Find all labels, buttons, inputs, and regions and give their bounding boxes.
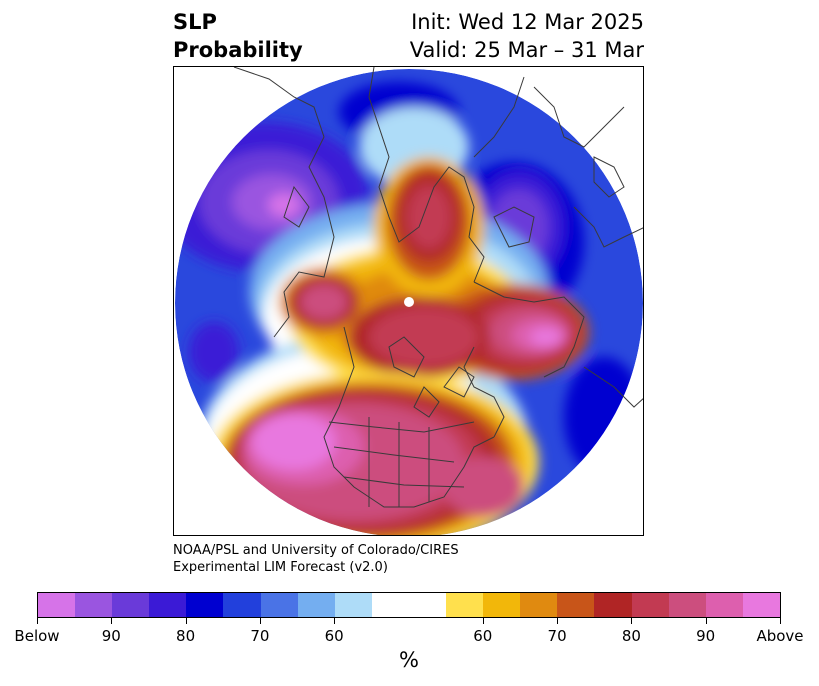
- colorbar-tick: [482, 618, 484, 624]
- map-title-variable: SLP Probability: [173, 8, 303, 64]
- colorbar-tick-label: 80: [176, 627, 196, 645]
- colorbar-tick: [259, 618, 261, 624]
- colorbar-tick: [631, 618, 633, 624]
- colorbar-tick-label: 90: [696, 627, 716, 645]
- colorbar-segment: [483, 593, 521, 617]
- colorbar-tick-label: 80: [621, 627, 641, 645]
- title-valid-range: Valid: 25 Mar – 31 Mar: [409, 38, 644, 62]
- colorbar-tick: [334, 618, 336, 624]
- colorbar-segment: [297, 593, 335, 617]
- colorbar-segment: [38, 593, 76, 617]
- data-credit: NOAA/PSL and University of Colorado/CIRE…: [173, 542, 459, 576]
- colorbar-segment: [112, 593, 150, 617]
- colorbar-segment: [668, 593, 706, 617]
- colorbar-tick: [557, 618, 559, 624]
- colorbar-segment: [594, 593, 632, 617]
- colorbar-segment: [75, 593, 113, 617]
- probability-field: [175, 69, 643, 535]
- colorbar-tick-label: 70: [547, 627, 567, 645]
- title-variable-line1: SLP: [173, 10, 217, 34]
- colorbar-segment: [557, 593, 595, 617]
- polar-probability-map: [175, 67, 643, 535]
- colorbar-segment: [631, 593, 669, 617]
- colorbar-tick-label: 90: [101, 627, 121, 645]
- colorbar-segment: [186, 593, 224, 617]
- colorbar-tick-label: Above: [756, 627, 804, 645]
- colorbar-tick: [37, 618, 38, 624]
- colorbar-tick-label: Below: [14, 627, 60, 645]
- north-pole-marker: [404, 297, 414, 307]
- colorbar-segment: [371, 593, 409, 617]
- colorbar-segment: [446, 593, 484, 617]
- map-title-dates: Init: Wed 12 Mar 2025 Valid: 25 Mar – 31…: [410, 8, 644, 64]
- colorbar-tick-label: 70: [250, 627, 270, 645]
- probability-colorbar: [37, 592, 781, 618]
- coastlines: [233, 67, 643, 508]
- credit-line2: Experimental LIM Forecast (v2.0): [173, 560, 388, 575]
- colorbar-tick: [185, 618, 187, 624]
- colorbar-units-label: %: [399, 648, 419, 672]
- title-variable-line2: Probability: [173, 38, 303, 62]
- colorbar-segment: [408, 593, 447, 617]
- colorbar-tick-label: 60: [324, 627, 344, 645]
- colorbar-segment: [520, 593, 558, 617]
- colorbar-segment: [705, 593, 743, 617]
- colorbar-tick: [111, 618, 113, 624]
- colorbar-segment: [742, 593, 780, 617]
- colorbar-tick-label: 60: [473, 627, 493, 645]
- credit-line1: NOAA/PSL and University of Colorado/CIRE…: [173, 543, 459, 558]
- polar-map-frame: [173, 66, 644, 536]
- colorbar-tick: [780, 618, 781, 624]
- colorbar-segment: [223, 593, 261, 617]
- title-init-date: Init: Wed 12 Mar 2025: [411, 10, 644, 34]
- colorbar-segment: [260, 593, 298, 617]
- colorbar-tick: [705, 618, 707, 624]
- colorbar-segment: [334, 593, 372, 617]
- colorbar-segment: [149, 593, 187, 617]
